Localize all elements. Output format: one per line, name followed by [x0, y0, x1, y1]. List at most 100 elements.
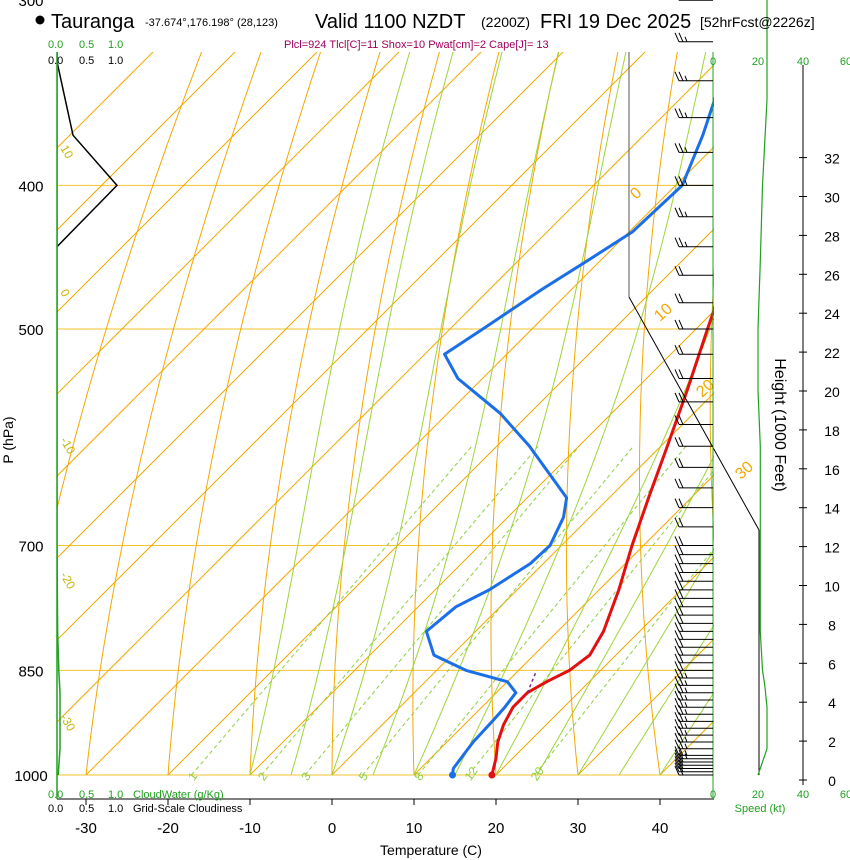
isotherm-label: 0 [627, 184, 645, 203]
wind-barb [674, 108, 713, 119]
wind-barb [674, 759, 713, 770]
height-tick-label: 18 [824, 423, 840, 439]
wind-barb-half-flag [684, 112, 688, 118]
wind-barb [674, 207, 713, 218]
moist-adiabat-line [577, 548, 714, 776]
wind-barb-half-flag [684, 736, 688, 743]
wind-barb-flag [674, 661, 680, 671]
wind-barb-flag [678, 739, 684, 749]
wind-barb-half-flag [684, 709, 688, 715]
cloudwater-tick-bottom: 0.0 [48, 789, 63, 801]
wind-barb-flag [674, 765, 680, 776]
isotherm-label: 10 [651, 300, 676, 325]
theta-label: -20 [57, 570, 78, 592]
wind-barb [674, 765, 713, 776]
wind-barb-flag [674, 732, 680, 743]
wind-barb-half-flag [684, 753, 688, 759]
wind-barb [674, 369, 713, 379]
wind-barb-flag [674, 756, 680, 766]
wind-barb-flag [678, 437, 684, 447]
location-name: Tauranga [51, 11, 135, 33]
cloudwater-legend: CloudWater (g/Kg) [133, 789, 224, 801]
wind-barb [674, 605, 713, 616]
mixing-ratio-label: 12 [462, 764, 481, 783]
mixing-ratio-line [304, 445, 580, 776]
height-tick-label: 24 [824, 306, 840, 322]
wind-barb [674, 319, 713, 330]
mixing-ratio-label: 8 [411, 769, 426, 783]
temp-tick-label: 0 [328, 820, 336, 837]
wind-barb [674, 749, 713, 760]
wind-barb-half-flag [684, 36, 688, 42]
wind-barb-flag [674, 369, 680, 379]
wind-barb-flag [674, 572, 680, 582]
wind-barb-flag [674, 563, 680, 573]
wind-barb-flag [678, 143, 684, 153]
height-tick-label: 10 [824, 579, 840, 595]
dewpoint-profile-line [424, 96, 714, 776]
wind-barb-flag [674, 653, 680, 664]
wind-barb-flag [674, 638, 680, 648]
height-tick-label: 28 [824, 228, 840, 244]
wind-barb-half-flag [684, 694, 688, 701]
wind-barb [674, 415, 713, 425]
mixing-ratio-label: 20 [528, 764, 547, 783]
wind-barb [674, 589, 713, 599]
wind-barb-flag [674, 415, 680, 425]
wind-barb [674, 746, 713, 756]
isotherm-line [495, 556, 714, 776]
wind-barb-flag [674, 683, 680, 693]
cloudiness-tick-top: 0.0 [48, 55, 63, 67]
location-marker-icon [35, 15, 45, 25]
wind-barb-flag [678, 536, 684, 546]
wind-barb-half-flag [684, 211, 688, 217]
wind-barb-flag [678, 344, 684, 355]
wind-barb-flag [674, 676, 680, 686]
wind-barb-half-flag [684, 241, 688, 247]
wind-barb-flag [674, 545, 680, 555]
wind-barb-half-flag [684, 180, 688, 186]
speed-tick-top: 20 [752, 56, 764, 68]
wind-barb-flag [674, 108, 680, 118]
wind-barb [674, 580, 713, 591]
wind-barb-flag [674, 719, 680, 729]
wind-barb [674, 545, 713, 556]
wind-barb-flag [674, 759, 680, 769]
wind-barb-half-flag [684, 716, 688, 722]
wind-barb-half-flag [684, 743, 688, 749]
wind-barb [674, 293, 713, 304]
speed-tick-bottom: 40 [797, 789, 809, 801]
wind-barb-flag [678, 719, 684, 729]
wind-barb-flag [678, 517, 684, 528]
wind-barb-flag [674, 739, 680, 749]
isotherm-line [57, 52, 564, 559]
wind-barb-flag [674, 762, 680, 772]
plot-frame-edge [628, 296, 760, 531]
wind-barb-flag [674, 554, 680, 564]
wind-barb [674, 237, 713, 248]
wind-barb-flag [678, 746, 684, 756]
plot-frame [57, 52, 759, 799]
wind-barb [674, 437, 713, 447]
height-tick-label: 0 [828, 773, 836, 789]
moist-adiabat-line [372, 52, 560, 776]
wind-barb-flag [678, 32, 684, 42]
wind-barb-flag [674, 597, 680, 608]
cloudiness-tick-top: 1.0 [108, 55, 123, 67]
isotherm-line [57, 64, 714, 723]
wind-barb [674, 572, 713, 582]
wind-barb [674, 71, 713, 82]
wind-barb-flag [678, 266, 684, 276]
isotherm-line [85, 146, 714, 776]
cloudwater-tick-top: 1.0 [108, 39, 123, 51]
wind-barb-flag [678, 478, 684, 489]
wind-barb-flag [674, 458, 680, 468]
mixing-ratio-line [417, 445, 687, 776]
wind-barb-flag [674, 293, 680, 303]
wind-barb [674, 732, 713, 743]
height-tick-label: 8 [828, 617, 836, 633]
isotherm-line [57, 52, 482, 477]
moist-adiabat-line [413, 52, 627, 776]
wind-barb-half-flag [684, 680, 688, 686]
